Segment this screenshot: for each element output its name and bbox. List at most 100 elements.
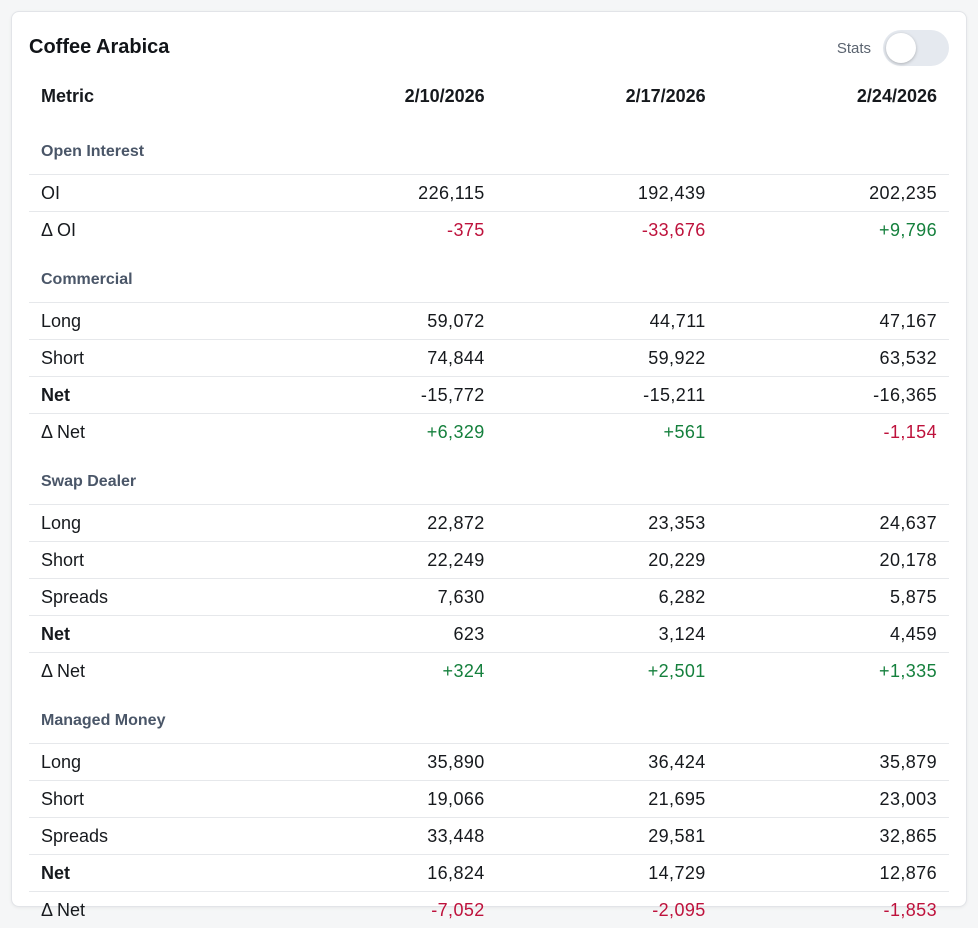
card-title: Coffee Arabica [29, 36, 169, 59]
section-header-row: Managed Money [29, 689, 949, 744]
metric-label: Net [29, 377, 245, 414]
value-cell: 5,875 [718, 579, 949, 616]
column-header-metric: Metric [29, 76, 245, 116]
table-row: Δ OI-375-33,676+9,796 [29, 212, 949, 249]
value-cell: 44,711 [497, 303, 718, 340]
value-cell: 24,637 [718, 505, 949, 542]
value-cell: -15,772 [245, 377, 497, 414]
metric-label: Short [29, 781, 245, 818]
value-cell: 623 [245, 616, 497, 653]
section-title: Commercial [29, 248, 949, 303]
value-cell: 35,879 [718, 744, 949, 781]
delta-value-cell: -375 [245, 212, 497, 249]
value-cell: 226,115 [245, 175, 497, 212]
column-header-date: 2/24/2026 [718, 76, 949, 116]
value-cell: 47,167 [718, 303, 949, 340]
value-cell: 12,876 [718, 855, 949, 892]
delta-value-cell: -1,154 [718, 414, 949, 451]
value-cell: 6,282 [497, 579, 718, 616]
metric-label: Short [29, 542, 245, 579]
value-cell: 20,229 [497, 542, 718, 579]
delta-value-cell: +1,335 [718, 653, 949, 690]
value-cell: 63,532 [718, 340, 949, 377]
metric-label: Δ Net [29, 892, 245, 928]
value-cell: 59,922 [497, 340, 718, 377]
section-header-row: Commercial [29, 248, 949, 303]
metric-label: Spreads [29, 818, 245, 855]
metric-label: Δ Net [29, 653, 245, 690]
value-cell: 23,353 [497, 505, 718, 542]
stats-label: Stats [837, 40, 871, 57]
section-header-row: Open Interest [29, 116, 949, 175]
column-header-date: 2/17/2026 [497, 76, 718, 116]
toggle-knob [886, 33, 916, 63]
table-row: Net-15,772-15,211-16,365 [29, 377, 949, 414]
delta-value-cell: +2,501 [497, 653, 718, 690]
value-cell: 20,178 [718, 542, 949, 579]
value-cell: 74,844 [245, 340, 497, 377]
value-cell: 16,824 [245, 855, 497, 892]
metric-label: Spreads [29, 579, 245, 616]
metric-label: OI [29, 175, 245, 212]
table-row: Δ Net+6,329+561-1,154 [29, 414, 949, 451]
delta-value-cell: -33,676 [497, 212, 718, 249]
metric-label: Long [29, 744, 245, 781]
value-cell: -16,365 [718, 377, 949, 414]
table-row: Δ Net+324+2,501+1,335 [29, 653, 949, 690]
value-cell: 192,439 [497, 175, 718, 212]
value-cell: 33,448 [245, 818, 497, 855]
value-cell: 23,003 [718, 781, 949, 818]
value-cell: 22,872 [245, 505, 497, 542]
section-title: Managed Money [29, 689, 949, 744]
table-row: Δ Net-7,052-2,095-1,853 [29, 892, 949, 928]
metric-label: Net [29, 855, 245, 892]
delta-value-cell: +561 [497, 414, 718, 451]
delta-value-cell: -7,052 [245, 892, 497, 928]
section-title: Open Interest [29, 116, 949, 175]
value-cell: 14,729 [497, 855, 718, 892]
metric-label: Short [29, 340, 245, 377]
card-header: Coffee Arabica Stats [29, 30, 949, 70]
stats-toggle-group: Stats [837, 30, 949, 66]
metric-label: Δ Net [29, 414, 245, 451]
value-cell: 35,890 [245, 744, 497, 781]
value-cell: 202,235 [718, 175, 949, 212]
delta-value-cell: +324 [245, 653, 497, 690]
value-cell: 4,459 [718, 616, 949, 653]
delta-value-cell: -2,095 [497, 892, 718, 928]
delta-value-cell: +9,796 [718, 212, 949, 249]
metric-label: Long [29, 505, 245, 542]
column-header-date: 2/10/2026 [245, 76, 497, 116]
section-title: Swap Dealer [29, 450, 949, 505]
value-cell: -15,211 [497, 377, 718, 414]
value-cell: 3,124 [497, 616, 718, 653]
delta-value-cell: -1,853 [718, 892, 949, 928]
value-cell: 36,424 [497, 744, 718, 781]
value-cell: 7,630 [245, 579, 497, 616]
value-cell: 22,249 [245, 542, 497, 579]
delta-value-cell: +6,329 [245, 414, 497, 451]
stats-toggle[interactable] [883, 30, 949, 66]
metric-label: Long [29, 303, 245, 340]
value-cell: 59,072 [245, 303, 497, 340]
metric-label: Δ OI [29, 212, 245, 249]
value-cell: 29,581 [497, 818, 718, 855]
value-cell: 19,066 [245, 781, 497, 818]
value-cell: 21,695 [497, 781, 718, 818]
value-cell: 32,865 [718, 818, 949, 855]
